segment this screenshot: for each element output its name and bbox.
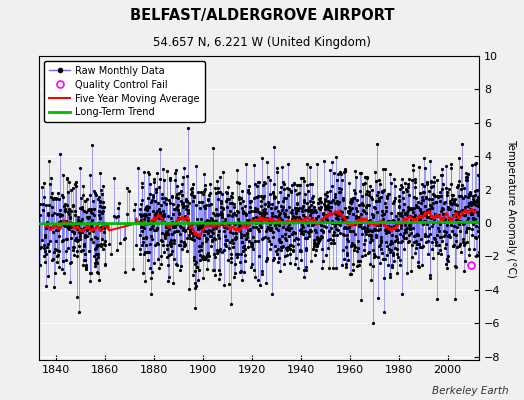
Text: BELFAST/ALDERGROVE AIRPORT: BELFAST/ALDERGROVE AIRPORT — [130, 8, 394, 23]
Text: 54.657 N, 6.221 W (United Kingdom): 54.657 N, 6.221 W (United Kingdom) — [153, 36, 371, 49]
Y-axis label: Temperature Anomaly (°C): Temperature Anomaly (°C) — [506, 138, 516, 278]
Text: Berkeley Earth: Berkeley Earth — [432, 386, 508, 396]
Legend: Raw Monthly Data, Quality Control Fail, Five Year Moving Average, Long-Term Tren: Raw Monthly Data, Quality Control Fail, … — [44, 61, 205, 122]
